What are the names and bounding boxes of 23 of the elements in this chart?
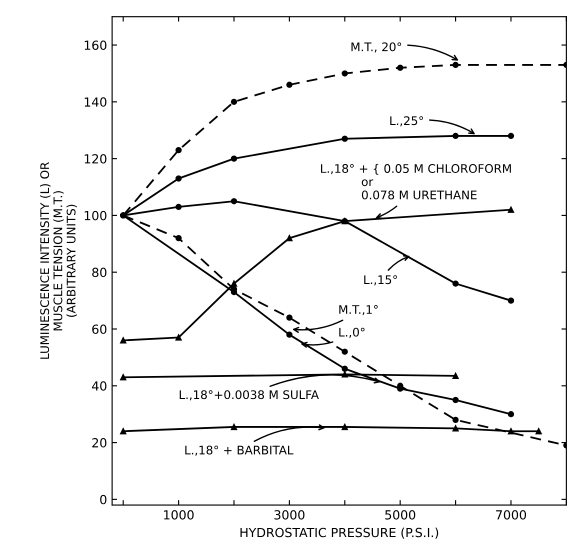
annotation: M.T., 20° <box>351 42 402 53</box>
y-tick-label: 80 <box>92 268 106 278</box>
y-tick-label: 160 <box>84 40 106 50</box>
x-tick-label: 1000 <box>164 510 194 520</box>
y-tick-label: 40 <box>92 381 106 391</box>
annotation: L.,25° <box>390 116 423 126</box>
annotation: L.,0° <box>339 328 365 338</box>
y-tick-label: 140 <box>84 97 106 107</box>
annotation: L.,18° + { 0.05 M CHLOROFORM or 0.078 M URETHANE <box>321 164 511 200</box>
x-tick-label: 5000 <box>385 510 416 520</box>
y-tick-label: 20 <box>92 438 106 448</box>
annotation: L.,15° <box>364 275 397 286</box>
x-tick-label: 3000 <box>274 510 304 520</box>
y-tick-label: 100 <box>84 210 106 220</box>
y-tick-label: 120 <box>84 154 106 164</box>
x-axis-title: HYDROSTATIC PRESSURE (P.S.I.) <box>240 528 438 539</box>
y-axis-title: LUMINESCENCE INTENSITY (L) OR MUSCLE TENSION (M.T.) (ARBITRARY UNITS) <box>40 162 77 359</box>
annotation: L.,18°+0.0038 M SULFA <box>180 390 319 400</box>
x-tick-label: 7000 <box>496 510 526 520</box>
y-tick-label: 60 <box>92 324 106 334</box>
annotation: L.,18° + BARBITAL <box>185 446 294 456</box>
y-tick-label: 0 <box>100 494 106 504</box>
annotation: M.T.,1° <box>339 305 378 316</box>
